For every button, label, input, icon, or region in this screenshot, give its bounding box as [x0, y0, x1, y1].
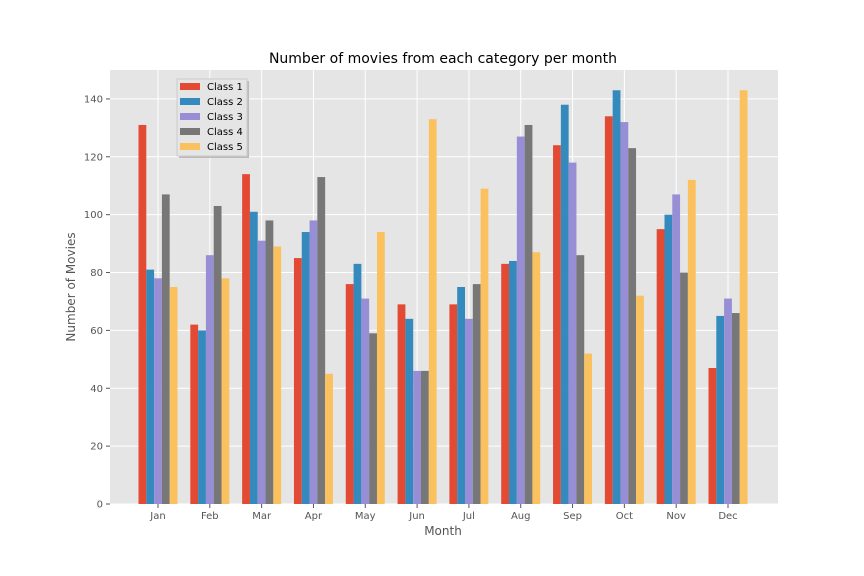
- bar: [369, 333, 377, 504]
- bar: [576, 255, 585, 504]
- bar: [516, 136, 525, 504]
- chart-title: Number of movies from each category per …: [269, 51, 617, 67]
- bar: [376, 232, 385, 504]
- y-tick-label: 140: [84, 94, 103, 105]
- bar: [716, 315, 725, 504]
- legend-swatch: [180, 143, 200, 150]
- legend-swatch: [180, 98, 200, 105]
- bar: [524, 124, 533, 505]
- y-tick-label: 20: [90, 442, 103, 453]
- x-tick-label: Jul: [462, 511, 475, 522]
- bar: [198, 330, 206, 504]
- bars: [138, 90, 748, 505]
- legend-swatch: [180, 83, 200, 90]
- bar: [628, 148, 637, 504]
- bar: [620, 122, 629, 504]
- x-tick-label: Oct: [616, 511, 633, 522]
- bar: [553, 145, 561, 504]
- bar: [154, 278, 162, 504]
- bar: [221, 278, 230, 504]
- x-tick-label: May: [355, 511, 376, 522]
- bar: [532, 252, 541, 504]
- bar: [213, 205, 222, 504]
- bar: [449, 304, 458, 504]
- bar: [205, 255, 214, 504]
- bar: [138, 124, 147, 505]
- legend-label: Class 2: [207, 97, 243, 108]
- y-tick-label: 0: [97, 500, 103, 511]
- y-axis: 0 20 40 60 80 100 120 140: [84, 94, 110, 511]
- bar: [656, 229, 665, 504]
- x-tick-label: Sep: [563, 511, 582, 522]
- bar: [636, 295, 644, 504]
- x-axis-label: Month: [424, 524, 462, 538]
- bar: [361, 298, 370, 504]
- x-tick-label: Jan: [149, 511, 165, 522]
- bar: [480, 188, 489, 505]
- bar: [169, 287, 178, 504]
- bar: [664, 214, 673, 504]
- bar: [568, 162, 577, 504]
- bar: [584, 353, 593, 504]
- legend-swatch: [180, 128, 200, 135]
- bar: [265, 220, 274, 504]
- legend-label: Class 4: [207, 127, 243, 138]
- bar: [420, 370, 429, 504]
- bar: [509, 260, 517, 504]
- y-tick-label: 80: [90, 268, 103, 279]
- x-tick-label: Dec: [718, 511, 737, 522]
- y-axis-label: Number of Movies: [64, 232, 78, 341]
- bar: [345, 284, 354, 504]
- bar: [472, 284, 481, 504]
- legend-swatch: [180, 113, 200, 120]
- bar: [257, 240, 266, 504]
- y-tick-label: 100: [84, 210, 103, 221]
- bar: [687, 179, 696, 505]
- bar: [680, 272, 688, 504]
- bar: [731, 313, 740, 504]
- bar: [161, 194, 170, 504]
- bar: [465, 318, 473, 504]
- legend-label: Class 3: [207, 112, 243, 123]
- y-tick-label: 40: [90, 384, 103, 395]
- bar: [309, 220, 318, 504]
- y-tick-label: 60: [90, 326, 103, 337]
- bar: [301, 232, 310, 504]
- bar: [353, 263, 362, 504]
- bar: [190, 324, 199, 504]
- bar: [457, 287, 466, 504]
- bar: [242, 174, 250, 504]
- bar: [405, 318, 414, 504]
- bar: [273, 246, 282, 504]
- legend: Class 1 Class 2 Class 3 Class 4 Class 5: [176, 78, 249, 158]
- x-tick-label: Jun: [408, 511, 425, 522]
- x-tick-label: Nov: [666, 511, 686, 522]
- x-axis: Jan Feb Mar Apr May Jun Jul Aug Sep Oct Nov Dec: [149, 504, 738, 522]
- x-tick-label: Aug: [511, 511, 531, 522]
- bar: [724, 298, 732, 504]
- legend-label: Class 5: [207, 142, 243, 153]
- x-tick-label: Apr: [305, 511, 323, 522]
- bar: [612, 90, 621, 505]
- y-tick-label: 120: [84, 152, 103, 163]
- bar: [413, 370, 421, 504]
- bar: [739, 90, 748, 505]
- bar: [397, 304, 406, 504]
- bar: [672, 194, 681, 504]
- x-tick-label: Mar: [252, 511, 272, 522]
- bar: [708, 368, 717, 504]
- bar: [560, 104, 569, 504]
- bar: [317, 177, 326, 504]
- bar: [325, 373, 333, 504]
- x-tick-label: Feb: [201, 511, 219, 522]
- legend-label: Class 1: [207, 82, 243, 93]
- bar: [604, 116, 613, 504]
- bar: [293, 258, 302, 504]
- bar: [428, 119, 437, 504]
- bar: [146, 269, 155, 504]
- bar: [501, 263, 510, 504]
- bar: [249, 211, 258, 505]
